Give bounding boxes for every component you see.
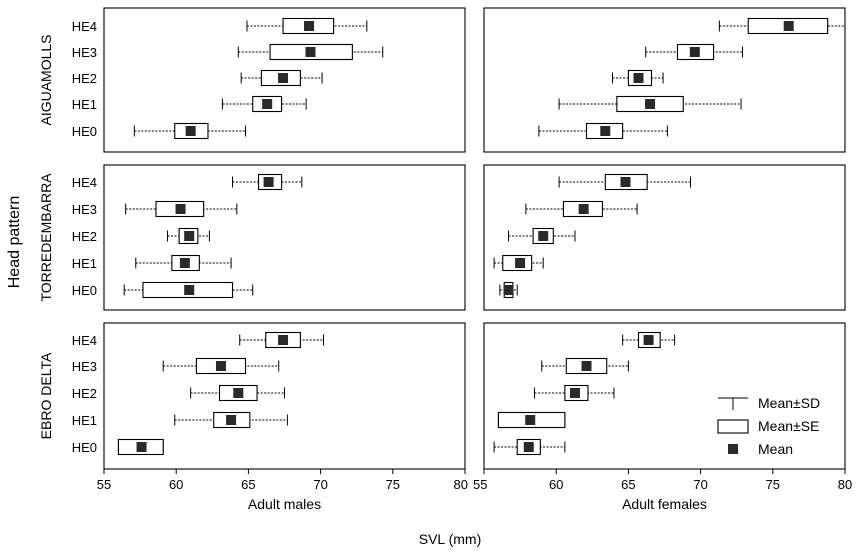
mean-marker-ebro-delta-adult-males-he1 <box>226 415 237 425</box>
category-label-torredembarra-he0: HE0 <box>72 283 97 298</box>
mean-marker-ebro-delta-adult-males-he0 <box>136 442 147 452</box>
mean-marker-aiguamolls-adult-females-he0 <box>600 126 611 136</box>
x-tick-label-1-70: 70 <box>693 477 707 492</box>
category-label-aiguamolls-he3: HE3 <box>72 45 97 60</box>
y-axis-label: Head pattern <box>6 196 23 289</box>
mean-marker-torredembarra-adult-males-he4 <box>263 177 274 187</box>
category-label-torredembarra-he3: HE3 <box>72 202 97 217</box>
panel-torredembarra-adult-males <box>103 164 466 311</box>
mean-marker-ebro-delta-adult-females-he4 <box>643 335 654 345</box>
category-label-aiguamolls-he2: HE2 <box>72 71 97 86</box>
mean-marker-ebro-delta-adult-females-he2 <box>569 388 580 398</box>
mean-marker-torredembarra-adult-females-he4 <box>620 177 631 187</box>
x-tick-label-1-80: 80 <box>838 477 852 492</box>
mean-marker-ebro-delta-adult-females-he0 <box>523 442 534 452</box>
category-label-ebro-delta-he3: HE3 <box>72 359 97 374</box>
x-tick-label-0-55: 55 <box>97 477 111 492</box>
panels-layer <box>103 7 846 470</box>
panel-frame-aiguamolls-adult-females <box>483 7 846 153</box>
x-tick-label-1-75: 75 <box>766 477 780 492</box>
mean-marker-aiguamolls-adult-females-he3 <box>689 47 700 57</box>
panel-frame-torredembarra-adult-females <box>483 164 846 311</box>
mean-marker-ebro-delta-adult-males-he3 <box>215 361 226 371</box>
x-axis-label: SVL (mm) <box>419 531 481 547</box>
axis-layer: HE4 HE3 HE2 HE1 HE0 AIGUAMOLLS HE4 HE3 HE2 HE1 HE0… <box>38 19 852 512</box>
x-tick-label-1-65: 65 <box>621 477 635 492</box>
mean-marker-ebro-delta-adult-females-he3 <box>581 361 592 371</box>
category-label-aiguamolls-he0: HE0 <box>72 124 97 139</box>
category-label-torredembarra-he2: HE2 <box>72 229 97 244</box>
legend: Mean±SD Mean±SE Mean <box>717 395 820 457</box>
panel-torredembarra-adult-females <box>483 164 846 311</box>
category-label-ebro-delta-he0: HE0 <box>72 440 97 455</box>
mean-marker-torredembarra-adult-males-he1 <box>179 258 190 268</box>
x-tick-label-0-60: 60 <box>169 477 183 492</box>
panel-frame-ebro-delta-adult-females <box>483 322 846 470</box>
x-tick-label-0-80: 80 <box>454 477 468 492</box>
legend-label-mean: Mean <box>758 441 793 457</box>
mean-marker-ebro-delta-adult-females-he1 <box>525 415 536 425</box>
mean-marker-aiguamolls-adult-females-he4 <box>783 21 794 31</box>
panel-frame-aiguamolls-adult-males <box>103 7 466 153</box>
panel-frame-ebro-delta-adult-males <box>103 322 466 470</box>
category-label-torredembarra-he1: HE1 <box>72 256 97 271</box>
legend-label-sd: Mean±SD <box>758 395 820 411</box>
site-label-aiguamolls: AIGUAMOLLS <box>38 34 54 125</box>
mean-marker-aiguamolls-adult-females-he2 <box>633 73 644 83</box>
category-label-torredembarra-he4: HE4 <box>72 175 97 190</box>
mean-marker-aiguamolls-adult-males-he3 <box>305 47 316 57</box>
panel-frame-torredembarra-adult-males <box>103 164 466 311</box>
mean-marker-ebro-delta-adult-males-he2 <box>233 388 244 398</box>
x-tick-label-1-60: 60 <box>549 477 563 492</box>
mean-marker-torredembarra-adult-females-he0 <box>503 285 514 295</box>
mean-marker-ebro-delta-adult-males-he4 <box>278 335 289 345</box>
panel-ebro-delta-adult-females <box>483 322 846 470</box>
x-tick-label-0-75: 75 <box>386 477 400 492</box>
mean-marker-torredembarra-adult-males-he3 <box>175 204 186 214</box>
mean-marker-torredembarra-adult-females-he2 <box>538 231 549 241</box>
mean-marker-torredembarra-adult-males-he0 <box>184 285 195 295</box>
legend-label-se: Mean±SE <box>758 418 819 434</box>
panel-aiguamolls-adult-females <box>483 7 846 153</box>
panel-ebro-delta-adult-males <box>103 322 466 470</box>
category-label-aiguamolls-he1: HE1 <box>72 97 97 112</box>
site-label-ebro-delta: EBRO DELTA <box>38 352 54 439</box>
category-label-ebro-delta-he4: HE4 <box>72 333 97 348</box>
mean-marker-aiguamolls-adult-females-he1 <box>645 99 656 109</box>
category-label-aiguamolls-he4: HE4 <box>72 19 97 34</box>
mean-marker-torredembarra-adult-females-he1 <box>515 258 526 268</box>
mean-marker-aiguamolls-adult-males-he1 <box>262 99 273 109</box>
x-tick-label-0-65: 65 <box>241 477 255 492</box>
mean-marker-torredembarra-adult-females-he3 <box>578 204 589 214</box>
mean-marker-aiguamolls-adult-males-he4 <box>304 21 315 31</box>
mean-marker-aiguamolls-adult-males-he0 <box>185 126 196 136</box>
mean-marker-aiguamolls-adult-males-he2 <box>278 73 289 83</box>
category-label-ebro-delta-he1: HE1 <box>72 413 97 428</box>
legend-mean-symbol <box>728 444 738 454</box>
legend-se-symbol <box>717 419 749 434</box>
site-label-torredembarra: TORREDEMBARRA <box>38 173 54 302</box>
x-tick-label-0-70: 70 <box>313 477 327 492</box>
category-label-ebro-delta-he2: HE2 <box>72 386 97 401</box>
column-label-adult-females: Adult females <box>622 496 707 512</box>
panel-aiguamolls-adult-males <box>103 7 466 153</box>
column-label-adult-males: Adult males <box>248 496 321 512</box>
mean-marker-torredembarra-adult-males-he2 <box>184 231 195 241</box>
x-tick-label-1-55: 55 <box>473 477 487 492</box>
